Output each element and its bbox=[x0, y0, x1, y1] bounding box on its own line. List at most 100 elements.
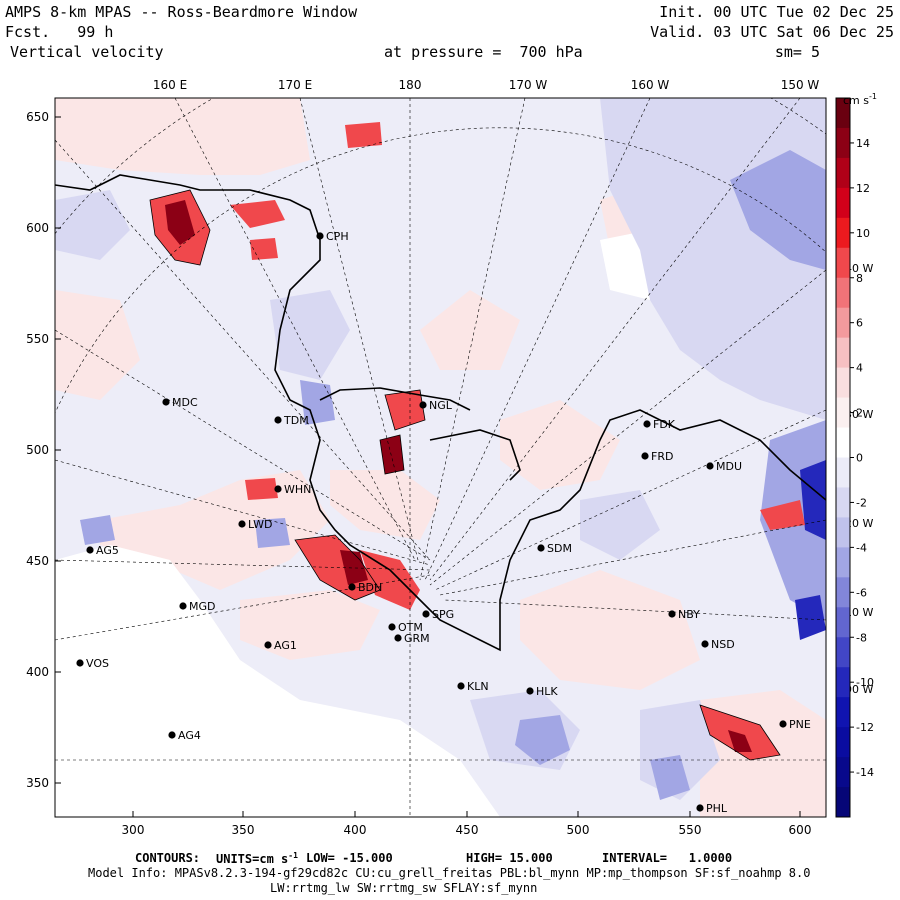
lon-top-label: 150 W bbox=[781, 78, 820, 92]
map-title: AMPS 8-km MPAS -- Ross-Beardmore Window bbox=[5, 3, 358, 21]
colorbar-segment bbox=[836, 397, 850, 429]
station-label-ag5: AG5 bbox=[96, 544, 119, 557]
station-marker-mgd bbox=[179, 602, 187, 610]
colorbar-label: 8 bbox=[856, 272, 863, 285]
colorbar-label: -12 bbox=[856, 721, 874, 734]
station-marker-mdc bbox=[162, 398, 170, 406]
valid-time: Valid. 03 UTC Sat 06 Dec 25 bbox=[650, 23, 894, 41]
lon-top-label: 170 W bbox=[509, 78, 548, 92]
station-label-nsd: NSD bbox=[711, 638, 735, 651]
weak-upward-regions bbox=[55, 98, 826, 817]
station-marker-sdm bbox=[537, 544, 545, 552]
graticule bbox=[55, 98, 826, 817]
pressure-level: at pressure = 700 hPa bbox=[384, 43, 583, 61]
colorbar-segment bbox=[836, 757, 850, 788]
forecast-hour: Fcst. 99 h bbox=[5, 23, 114, 41]
station-marker-ag1 bbox=[264, 641, 272, 649]
colorbar-segment bbox=[836, 607, 850, 638]
colorbar-label: -14 bbox=[856, 766, 874, 779]
station-label-ag4: AG4 bbox=[178, 729, 201, 742]
longitude-labels-top: 160 E 170 E 180 170 W 160 W 150 W bbox=[153, 78, 820, 92]
lon-top-label: 170 E bbox=[278, 78, 312, 92]
colorbar-unit: cm s-1 bbox=[843, 92, 877, 107]
colorbar-label: 14 bbox=[856, 137, 870, 150]
x-tick-label: 350 bbox=[232, 823, 255, 837]
stations-layer: CPH MDC TDM NGL FDK FRD MDU WHN LWD AG5 SDM MGD OTM S… bbox=[76, 230, 811, 815]
station-marker-cph bbox=[316, 232, 324, 240]
contours-units: UNITS=cm s-1 bbox=[216, 851, 298, 866]
colorbar-label: -4 bbox=[856, 541, 867, 554]
contours-high: HIGH= 15.000 bbox=[466, 851, 553, 865]
colorbar: 14 12 10 8 6 4 2 0 -2 -4 -6 -8 -10 -12 -14 bbox=[835, 97, 874, 818]
colorbar-segment bbox=[836, 577, 850, 608]
colorbar-segment bbox=[836, 247, 850, 279]
station-marker-lwd bbox=[238, 520, 246, 528]
contours-low: LOW= -15.000 bbox=[306, 851, 393, 865]
x-tick-label: 500 bbox=[567, 823, 590, 837]
station-label-ngl: NGL bbox=[429, 399, 453, 412]
station-label-grm: GRM bbox=[404, 632, 430, 645]
x-tick-label: 300 bbox=[122, 823, 145, 837]
station-marker-tdm bbox=[274, 416, 282, 424]
colorbar-label: -10 bbox=[856, 676, 874, 689]
contours-interval: INTERVAL= 1.0000 bbox=[602, 851, 733, 865]
station-label-mdc: MDC bbox=[172, 396, 198, 409]
station-marker-mdu bbox=[706, 462, 714, 470]
x-tick-label: 450 bbox=[456, 823, 479, 837]
station-marker-grm bbox=[394, 634, 402, 642]
colorbar-segment bbox=[836, 727, 850, 758]
station-label-mgd: MGD bbox=[189, 600, 216, 613]
colorbar-label: -6 bbox=[856, 586, 867, 599]
colorbar-segment bbox=[836, 667, 850, 698]
colorbar-segment bbox=[836, 637, 850, 668]
field-name: Vertical velocity bbox=[10, 43, 164, 61]
colorbar-segment bbox=[836, 487, 850, 518]
station-marker-hlk bbox=[526, 687, 534, 695]
y-tick-label: 600 bbox=[26, 221, 49, 235]
x-axis: 300 350 400 450 500 550 600 bbox=[122, 811, 811, 837]
colorbar-label: 6 bbox=[856, 317, 863, 330]
station-marker-nby bbox=[668, 610, 676, 618]
y-tick-label: 500 bbox=[26, 443, 49, 457]
station-marker-nsd bbox=[701, 640, 709, 648]
station-marker-spg bbox=[422, 610, 430, 618]
model-info: Model Info: MPASv8.2.3-194-gf29cd82c CU:… bbox=[88, 866, 811, 880]
lon-top-label: 180 bbox=[399, 78, 422, 92]
station-label-nby: NBY bbox=[678, 608, 700, 621]
station-marker-phl bbox=[696, 804, 704, 812]
colorbar-segment bbox=[836, 98, 850, 129]
station-marker-whn bbox=[274, 485, 282, 493]
colorbar-segment bbox=[836, 547, 850, 578]
station-marker-fdk bbox=[643, 420, 651, 428]
y-tick-label: 450 bbox=[26, 554, 49, 568]
colorbar-segment bbox=[836, 217, 850, 249]
station-label-bdh: BDH bbox=[358, 581, 382, 594]
colorbar-segment bbox=[836, 787, 850, 818]
contours-label: CONTOURS: bbox=[135, 851, 201, 865]
colorbar-segment bbox=[836, 277, 850, 309]
station-label-spg: SPG bbox=[432, 608, 454, 621]
model-info-line2: LW:rrtmg_lw SW:rrtmg_sw SFLAY:sf_mynn bbox=[270, 881, 538, 895]
station-marker-vos bbox=[76, 659, 84, 667]
coastline bbox=[55, 174, 826, 652]
init-time: Init. 00 UTC Tue 02 Dec 25 bbox=[659, 3, 894, 21]
station-marker-ngl bbox=[419, 401, 427, 409]
x-tick-label: 400 bbox=[344, 823, 367, 837]
station-label-ag1: AG1 bbox=[274, 639, 297, 652]
station-marker-ag4 bbox=[168, 731, 176, 739]
colorbar-segment bbox=[836, 517, 850, 548]
strong-downward-regions bbox=[795, 460, 826, 640]
colorbar-label: 10 bbox=[856, 227, 870, 240]
station-label-tdm: TDM bbox=[283, 414, 309, 427]
y-tick-label: 350 bbox=[26, 776, 49, 790]
station-label-frd: FRD bbox=[651, 450, 673, 463]
colorbar-segment bbox=[836, 367, 850, 399]
station-marker-kln bbox=[457, 682, 465, 690]
station-label-hlk: HLK bbox=[536, 685, 558, 698]
y-axis: 650 600 550 500 450 400 350 bbox=[26, 110, 61, 790]
y-tick-label: 400 bbox=[26, 665, 49, 679]
plot-frame bbox=[54, 97, 827, 818]
station-label-phl: PHL bbox=[706, 802, 728, 815]
contour-lines bbox=[149, 189, 781, 761]
